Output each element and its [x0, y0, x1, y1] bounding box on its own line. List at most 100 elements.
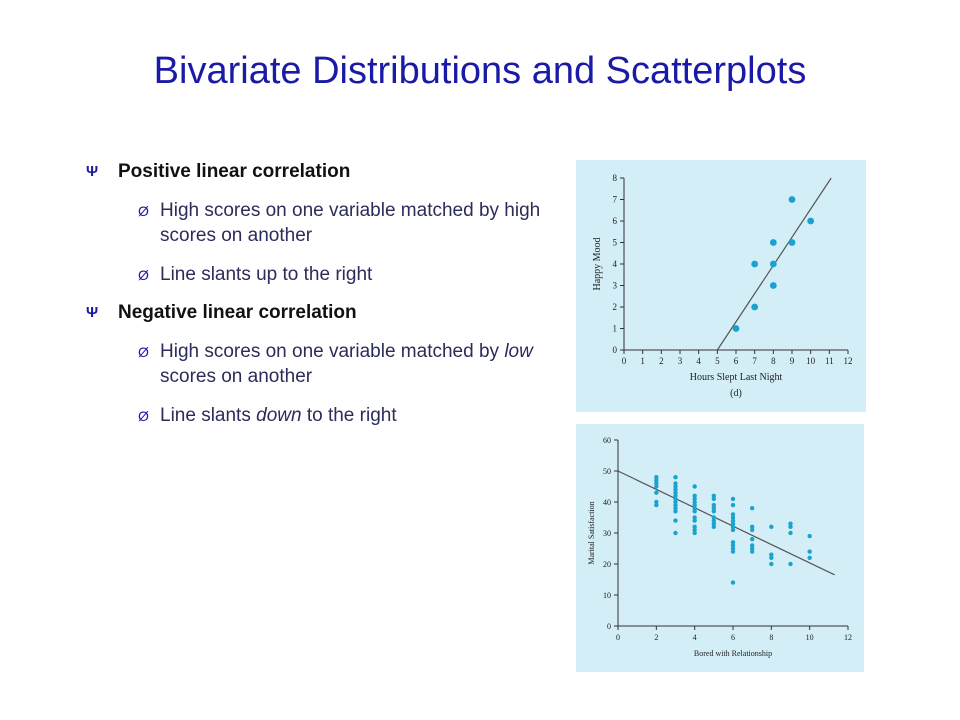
- data-point: [673, 506, 678, 511]
- data-point: [730, 546, 736, 551]
- data-point: [751, 303, 759, 311]
- data-point: [730, 543, 736, 548]
- data-point: [711, 496, 717, 502]
- subbullet-text-emphasis: low: [504, 341, 533, 362]
- data-point: [711, 521, 717, 526]
- data-point: [769, 552, 774, 557]
- subbullet-text-pre: Line slants: [160, 405, 257, 426]
- data-point: [730, 496, 736, 502]
- data-point: [673, 502, 678, 508]
- subbullet-marker-icon: Ø: [138, 344, 149, 360]
- data-point: [788, 530, 793, 536]
- data-point: [769, 260, 777, 268]
- x-axis-label: Hours Slept Last Night: [690, 372, 783, 383]
- x-tick-label: 0: [622, 356, 627, 366]
- x-tick-label: 11: [825, 356, 834, 366]
- data-point: [673, 518, 678, 523]
- data-point: [807, 549, 812, 554]
- data-point: [749, 524, 755, 529]
- data-point: [711, 524, 717, 529]
- y-tick-label: 50: [603, 467, 611, 476]
- y-tick-label: 2: [613, 302, 618, 312]
- bullet-marker-icon: Ψ: [86, 304, 99, 321]
- data-point: [730, 527, 736, 533]
- data-point: [730, 549, 736, 554]
- bullet-label: Negative linear correlation: [118, 302, 357, 323]
- data-point: [654, 481, 659, 486]
- data-point: [730, 512, 736, 517]
- data-point: [673, 493, 678, 498]
- subbullet-high-low: Ø High scores on one variable matched by…: [86, 339, 556, 389]
- data-point: [711, 509, 717, 514]
- trend-line: [617, 470, 835, 576]
- data-point: [769, 524, 774, 529]
- data-point: [692, 515, 697, 520]
- x-tick-label: 9: [790, 356, 795, 366]
- chart-caption: (d): [730, 388, 742, 399]
- data-point: [730, 518, 736, 523]
- data-point: [788, 524, 793, 529]
- x-tick-label: 6: [731, 633, 735, 642]
- slide-title: Bivariate Distributions and Scatterplots: [153, 50, 807, 92]
- subbullet-slants-down: Ø Line slants down to the right: [86, 403, 556, 428]
- data-point: [788, 239, 796, 246]
- data-point: [673, 484, 678, 489]
- data-point: [673, 530, 678, 536]
- data-point: [711, 506, 717, 511]
- data-point: [673, 509, 678, 514]
- x-tick-label: 1: [640, 356, 645, 366]
- x-tick-label: 12: [844, 356, 853, 366]
- data-point: [692, 493, 697, 498]
- bullet-marker-icon: Ψ: [86, 163, 99, 180]
- y-tick-label: 10: [603, 591, 611, 600]
- data-point: [673, 490, 678, 495]
- data-point: [673, 475, 678, 480]
- x-tick-label: 2: [654, 633, 658, 642]
- data-point: [769, 239, 777, 246]
- x-tick-label: 8: [769, 633, 773, 642]
- data-point: [711, 502, 717, 508]
- subbullet-marker-icon: Ø: [138, 267, 149, 283]
- bullet-list: Ψ Positive linear correlation Ø High sco…: [86, 160, 556, 442]
- x-tick-label: 10: [806, 356, 816, 366]
- data-point: [654, 475, 659, 480]
- data-point: [673, 499, 678, 505]
- data-point: [711, 515, 717, 520]
- y-tick-label: 3: [613, 281, 618, 291]
- x-tick-label: 12: [844, 633, 852, 642]
- data-point: [673, 487, 678, 492]
- subbullet-slants-up: Ø Line slants up to the right: [86, 262, 556, 287]
- y-axis-label: Marital Satisfaction: [587, 501, 596, 564]
- data-point: [769, 282, 777, 289]
- y-axis-label: Happy Mood: [592, 237, 603, 290]
- data-point: [711, 493, 717, 498]
- scatterplot-negative-panel: 0 2 4 6 8 10 12 0 10 20 30 40 50 60 Bored with Relatio…: [576, 424, 864, 672]
- x-tick-label: 6: [734, 356, 739, 366]
- data-point: [692, 496, 697, 502]
- scatterplot-negative: 0 2 4 6 8 10 12 0 10 20 30 40 50 60 Bored with Relatio…: [587, 436, 852, 658]
- data-point: [807, 217, 815, 225]
- data-point: [654, 499, 659, 505]
- scatterplot-positive-panel: 0 1 2 3 4 5 6 7 8 9 10 11 12 0 1 2 3 4 5 6 7 8 Hours Slept Las…: [576, 160, 866, 412]
- y-tick-label: 40: [603, 498, 611, 507]
- y-tick-label: 0: [607, 622, 611, 631]
- x-tick-label: 7: [752, 356, 757, 366]
- subbullet-marker-icon: Ø: [138, 408, 149, 424]
- y-tick-label: 4: [613, 259, 618, 269]
- data-point: [692, 506, 697, 511]
- x-tick-label: 3: [678, 356, 683, 366]
- data-point: [788, 521, 793, 526]
- x-tick-label: 10: [806, 633, 814, 642]
- data-point: [730, 521, 736, 526]
- data-point: [692, 502, 697, 508]
- data-point: [654, 478, 659, 483]
- data-point: [692, 527, 697, 533]
- data-point: [730, 540, 736, 545]
- data-point: [730, 580, 736, 585]
- y-tick-label: 30: [603, 529, 611, 538]
- subbullet-marker-icon: Ø: [138, 203, 149, 219]
- data-point: [692, 484, 697, 489]
- data-point: [730, 524, 736, 529]
- subbullet-text-post: to the right: [301, 405, 397, 426]
